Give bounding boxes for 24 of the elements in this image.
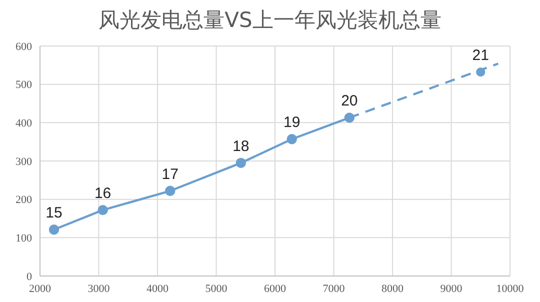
y-tick-label: 200	[16, 194, 32, 206]
x-tick-label: 5000	[205, 282, 228, 295]
y-tick-label: 400	[16, 118, 32, 130]
y-tick-label: 100	[16, 232, 32, 245]
chart-title: 风光发电总量VS上一年风光装机总量	[98, 7, 442, 34]
x-tick-label: 9000	[440, 282, 463, 295]
annotation: 15	[46, 204, 62, 222]
x-tick-label: 4000	[146, 282, 169, 295]
y-tick-label: 600	[16, 40, 32, 53]
x-tick-label: 7000	[322, 282, 346, 295]
y-tick-label: 0	[26, 270, 32, 283]
x-tick-label: 10000	[496, 282, 524, 295]
annotation: 21	[472, 47, 489, 64]
x-tick-label: 3000	[88, 282, 110, 295]
x-tick-label: 6000	[264, 282, 286, 295]
annotation: 20	[341, 92, 358, 110]
annotation: 19	[284, 114, 300, 132]
x-tick-label: 2000	[29, 282, 52, 295]
y-tick-label: 300	[16, 156, 32, 168]
y-tick-label: 500	[16, 79, 32, 92]
annotation: 18	[232, 138, 250, 155]
annotation: 17	[162, 166, 178, 183]
annotation: 16	[94, 185, 112, 202]
x-tick-label: 8000	[382, 282, 404, 295]
